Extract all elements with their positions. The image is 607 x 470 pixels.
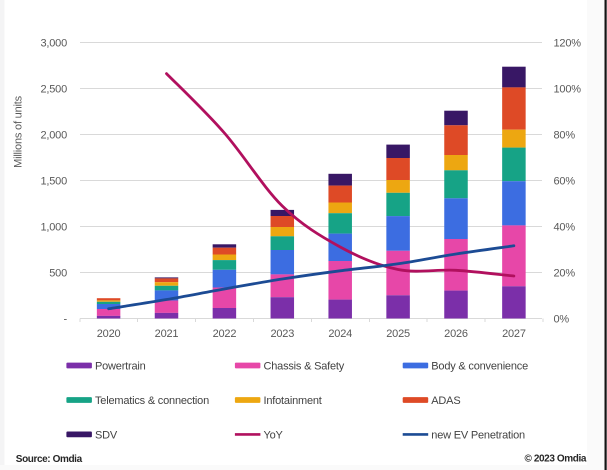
svg-text:3,000: 3,000 [40,37,67,49]
svg-text:500: 500 [49,267,67,279]
svg-text:80%: 80% [554,129,576,141]
svg-text:ADAS: ADAS [431,395,460,407]
svg-text:1,500: 1,500 [40,175,67,187]
svg-text:Telematics & connection: Telematics & connection [95,395,209,407]
svg-text:-: - [64,313,68,325]
svg-text:60%: 60% [554,175,576,187]
svg-text:2023: 2023 [270,328,294,340]
svg-text:2026: 2026 [444,328,468,340]
svg-text:Powertrain: Powertrain [95,360,146,372]
svg-text:40%: 40% [554,221,576,233]
svg-text:Millions of units: Millions of units [13,95,25,167]
svg-text:120%: 120% [554,37,582,49]
svg-text:0%: 0% [554,313,570,325]
svg-text:Body & convenience: Body & convenience [431,360,528,372]
svg-text:© 2023 Omdia: © 2023 Omdia [525,454,587,465]
svg-text:2020: 2020 [97,328,121,340]
svg-text:2021: 2021 [155,328,179,340]
svg-text:Infotainment: Infotainment [264,395,322,407]
svg-text:new EV Penetration: new EV Penetration [431,429,525,441]
svg-text:100%: 100% [554,83,582,95]
svg-text:2024: 2024 [328,328,352,340]
svg-text:20%: 20% [554,267,576,279]
svg-text:SDV: SDV [95,429,118,441]
svg-text:Source: Omdia: Source: Omdia [16,454,83,465]
svg-text:2022: 2022 [213,328,237,340]
svg-text:Chassis & Safety: Chassis & Safety [264,360,345,372]
svg-text:2,000: 2,000 [40,129,67,141]
svg-text:1,000: 1,000 [40,221,67,233]
svg-text:2025: 2025 [386,328,410,340]
svg-text:2027: 2027 [502,328,526,340]
svg-text:YoY: YoY [264,429,284,441]
svg-text:2,500: 2,500 [40,83,67,95]
